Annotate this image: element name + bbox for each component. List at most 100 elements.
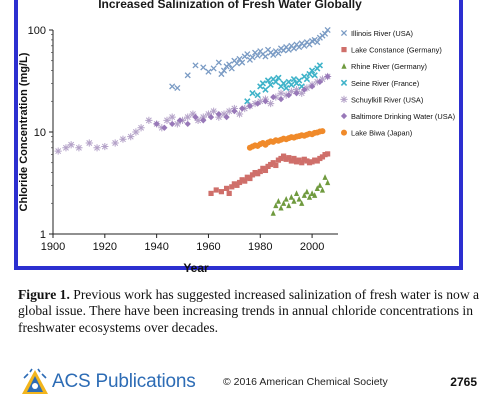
data-point bbox=[215, 59, 222, 66]
data-point bbox=[223, 185, 230, 191]
legend-entry: Lake Biwa (Japan) bbox=[351, 129, 412, 138]
data-point bbox=[283, 84, 290, 92]
series-3 bbox=[244, 62, 324, 105]
legend-entry: Rhine River (Germany) bbox=[351, 62, 427, 71]
data-point bbox=[207, 113, 215, 121]
data-point bbox=[174, 84, 181, 92]
data-point bbox=[316, 62, 324, 69]
data-point bbox=[309, 190, 315, 197]
series-2 bbox=[270, 174, 331, 216]
figure-label: Figure 1. bbox=[18, 287, 70, 302]
data-point bbox=[184, 72, 191, 79]
data-point bbox=[301, 86, 308, 93]
data-point bbox=[280, 153, 287, 159]
data-point bbox=[194, 116, 202, 124]
data-point bbox=[288, 81, 295, 89]
data-point bbox=[288, 194, 294, 200]
data-point bbox=[176, 117, 184, 124]
data-point bbox=[285, 46, 292, 53]
data-point bbox=[200, 64, 207, 71]
data-point bbox=[236, 179, 243, 186]
data-point bbox=[299, 160, 305, 166]
series-6 bbox=[246, 128, 326, 151]
x-tick-label: 1940 bbox=[144, 241, 168, 253]
data-point bbox=[262, 98, 269, 105]
data-point bbox=[270, 93, 277, 101]
data-point bbox=[325, 151, 331, 157]
data-point bbox=[290, 75, 298, 83]
data-marks bbox=[54, 26, 332, 216]
data-point bbox=[287, 87, 295, 96]
data-point bbox=[301, 192, 307, 198]
axes: 1900 1920 1940 1960 1980 2000 1 10 100 bbox=[28, 25, 338, 253]
data-point bbox=[85, 139, 93, 147]
legend-marker bbox=[340, 112, 348, 120]
data-point bbox=[67, 141, 75, 149]
data-point bbox=[192, 113, 199, 121]
data-point bbox=[101, 142, 109, 151]
data-point bbox=[286, 202, 292, 209]
legend-marker bbox=[340, 79, 348, 86]
data-point bbox=[231, 108, 238, 115]
data-point bbox=[304, 188, 310, 195]
data-point bbox=[295, 77, 303, 84]
data-point bbox=[298, 89, 306, 97]
data-point bbox=[270, 51, 277, 58]
data-point bbox=[270, 160, 276, 166]
legend: Illinois River (USA) Lake Constance (Germ… bbox=[340, 29, 455, 138]
data-point bbox=[127, 133, 135, 141]
data-point bbox=[319, 128, 326, 135]
data-point bbox=[283, 195, 289, 202]
data-point bbox=[316, 78, 323, 85]
data-point bbox=[301, 42, 308, 49]
legend-marker bbox=[341, 47, 347, 53]
data-point bbox=[208, 190, 214, 197]
data-point bbox=[229, 184, 235, 190]
data-point bbox=[220, 67, 228, 74]
data-point bbox=[296, 195, 302, 202]
data-point bbox=[244, 98, 251, 105]
publisher-name[interactable]: ACS Publications bbox=[52, 371, 196, 392]
data-point bbox=[173, 120, 181, 128]
data-point bbox=[234, 182, 240, 188]
data-point bbox=[317, 182, 323, 188]
data-point bbox=[275, 198, 282, 204]
data-point bbox=[303, 75, 311, 83]
data-point bbox=[267, 99, 275, 108]
data-point bbox=[264, 77, 272, 84]
data-point bbox=[285, 92, 292, 99]
data-point bbox=[296, 44, 303, 51]
data-point bbox=[218, 189, 225, 195]
data-point bbox=[220, 110, 228, 118]
data-point bbox=[153, 120, 160, 128]
data-point bbox=[275, 50, 282, 57]
data-point bbox=[314, 39, 321, 46]
x-tick-label: 2000 bbox=[300, 241, 324, 253]
data-point bbox=[244, 51, 251, 58]
data-point bbox=[184, 120, 191, 128]
data-point bbox=[145, 116, 153, 124]
data-point bbox=[254, 52, 261, 59]
data-point bbox=[256, 97, 264, 105]
data-point bbox=[290, 45, 298, 52]
chart-title: Increased Salinization of Fresh Water Gl… bbox=[98, 0, 362, 11]
data-point bbox=[278, 204, 284, 211]
data-point bbox=[236, 55, 243, 63]
data-point bbox=[189, 110, 197, 118]
data-point bbox=[184, 113, 192, 121]
data-point bbox=[205, 68, 212, 75]
data-point bbox=[199, 113, 207, 121]
data-point bbox=[262, 53, 269, 60]
data-point bbox=[259, 80, 267, 87]
figure-frame bbox=[14, 0, 463, 270]
data-point bbox=[249, 90, 256, 97]
data-point bbox=[311, 72, 318, 79]
series-0 bbox=[169, 26, 331, 92]
data-point bbox=[273, 202, 279, 209]
data-point bbox=[277, 89, 285, 97]
data-point bbox=[204, 110, 213, 118]
data-point bbox=[325, 179, 331, 186]
data-point bbox=[228, 65, 235, 72]
data-point bbox=[299, 200, 305, 206]
data-point bbox=[223, 113, 230, 121]
